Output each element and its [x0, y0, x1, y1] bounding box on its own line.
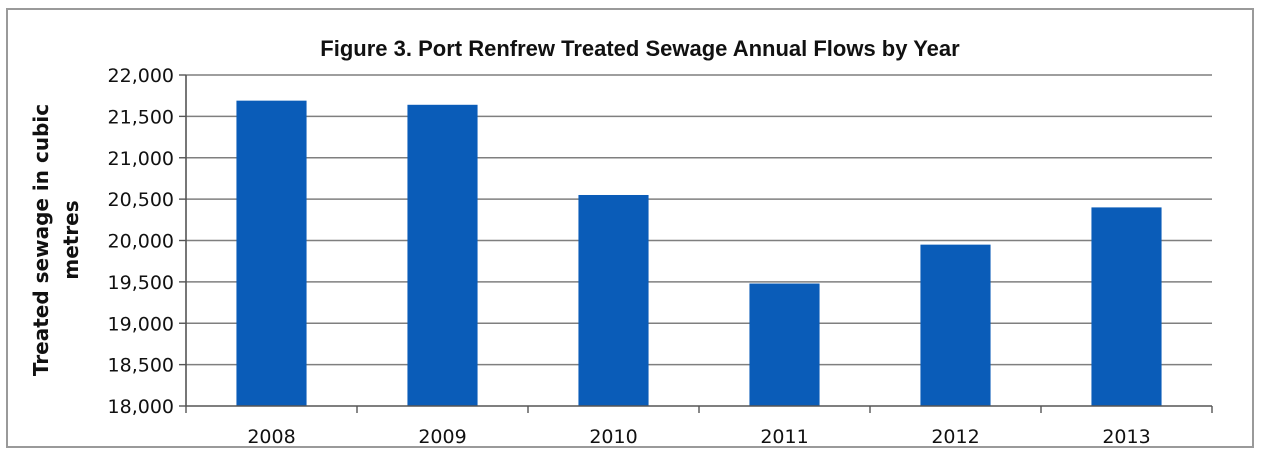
- y-tick-label: 19,000: [108, 313, 174, 335]
- bar-2010: [578, 194, 649, 406]
- bars: [236, 100, 1162, 406]
- x-tick-label: 2012: [931, 426, 979, 448]
- bar-2012: [920, 244, 991, 406]
- y-axis-label-line-1: Treated sewage in cubic: [29, 104, 53, 376]
- y-tick-label: 18,000: [108, 396, 174, 418]
- bar-2013: [1091, 207, 1162, 406]
- bar-2008: [236, 100, 307, 406]
- y-tick-label: 19,500: [108, 272, 174, 294]
- x-tick-label: 2010: [589, 426, 637, 448]
- x-tick-label: 2013: [1102, 426, 1150, 448]
- x-tick-label: 2008: [247, 426, 295, 448]
- y-tick-label: 20,500: [108, 189, 174, 211]
- y-tick-label: 20,000: [108, 231, 174, 253]
- x-tick-labels: 2008 2009 2010 2011 2012 2013: [247, 426, 1150, 448]
- y-axis-label: Treated sewage in cubic metres: [29, 104, 83, 376]
- chart-title: Figure 3. Port Renfrew Treated Sewage An…: [320, 36, 960, 61]
- x-tick-label: 2011: [760, 426, 808, 448]
- bar-2011: [749, 283, 820, 406]
- x-tick-label: 2009: [418, 426, 466, 448]
- axes: [179, 74, 1213, 413]
- y-tick-label: 21,500: [108, 106, 174, 128]
- y-tick-label: 18,500: [108, 355, 174, 377]
- y-tick-label: 21,000: [108, 148, 174, 170]
- bar-2009: [407, 104, 478, 406]
- y-axis-label-line-2: metres: [59, 200, 83, 279]
- y-tick-label: 22,000: [108, 65, 174, 87]
- y-tick-labels: 18,000 18,500 19,000 19,500 20,000 20,500 21,0…: [108, 65, 174, 418]
- gridlines: [186, 74, 1212, 366]
